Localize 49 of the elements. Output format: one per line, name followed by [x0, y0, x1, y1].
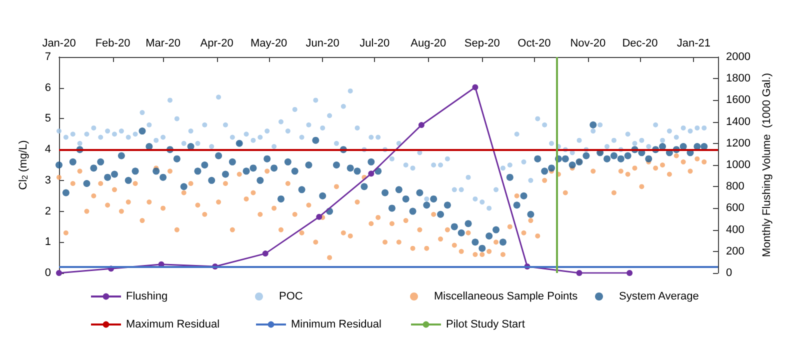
legend-label: System Average: [619, 290, 699, 302]
y-tick-label: 4: [44, 144, 51, 156]
y2-tick-label: 200: [726, 245, 744, 258]
x-tick-label: Jan-21: [676, 38, 711, 50]
x-tick-label: Oct-20: [518, 38, 551, 50]
y-tick-label: 7: [44, 51, 51, 63]
y-tick-label: 0: [44, 267, 51, 279]
x-tick-label: Feb-20: [95, 38, 130, 50]
point: [56, 270, 62, 276]
y2-tick-label: 1000: [726, 159, 750, 171]
x-tick-label: Jul-20: [360, 38, 390, 50]
x-tick-label: Dec-20: [622, 38, 658, 50]
y2-tick-label: 800: [726, 180, 744, 193]
legend-label: Miscellaneous Sample Points: [434, 290, 578, 302]
y-axis-title: Cl2 (mg/L): [18, 140, 30, 190]
legend-label: Pilot Study Start: [446, 318, 525, 330]
y2-tick-label: 1400: [726, 116, 750, 128]
x-tick-label: Jun-20: [306, 38, 340, 50]
legend-label: Maximum Residual: [126, 318, 220, 330]
y2-tick-label: 0: [726, 267, 732, 279]
x-tick-label: Jan-20: [42, 38, 76, 50]
point: [576, 270, 582, 276]
y2-tick-label: 1800: [726, 72, 750, 85]
x-tick-label: Nov-20: [570, 38, 606, 50]
y2-tick-label: 600: [726, 202, 744, 214]
y2-tick-label: 2000: [726, 51, 750, 63]
x-tick-label: Apr-20: [200, 38, 234, 50]
y2-tick-label: 400: [726, 224, 744, 236]
y2-tick-label: 1600: [726, 94, 750, 106]
y2-axis-title: Monthly Flushing Volume (1000 Gal.): [760, 72, 773, 258]
point: [262, 250, 268, 257]
legend-label: Minimum Residual: [291, 318, 382, 330]
point: [368, 170, 374, 177]
x-tick-label: Sep-20: [464, 38, 500, 50]
y-tick-label: 1: [44, 236, 51, 248]
x-tick-label: May-20: [250, 38, 288, 50]
y2-tick-label: 1200: [726, 137, 750, 150]
x-tick-label: Mar-20: [146, 38, 180, 50]
point: [472, 84, 478, 90]
y-tick-label: 6: [44, 82, 51, 94]
legend-label: POC: [279, 290, 303, 302]
point: [626, 270, 633, 276]
y-tick-label: 3: [44, 174, 51, 186]
point: [316, 214, 322, 220]
legend-label: Flushing: [126, 290, 168, 302]
x-tick-label: Aug-20: [410, 38, 446, 50]
y-tick-label: 5: [44, 112, 51, 125]
point: [418, 122, 424, 128]
y-tick-label: 2: [44, 205, 51, 218]
